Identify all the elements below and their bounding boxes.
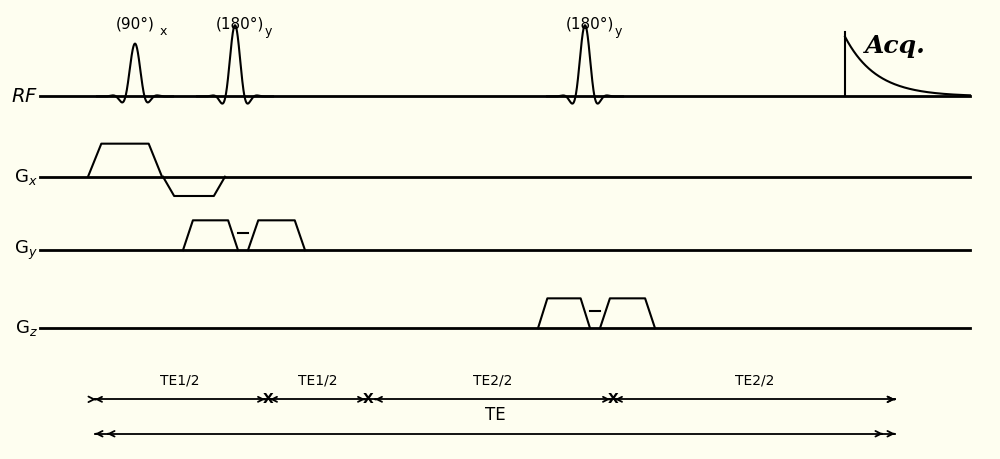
Text: G$_z$: G$_z$ xyxy=(15,318,38,338)
Text: TE1/2: TE1/2 xyxy=(298,374,337,388)
Text: y: y xyxy=(265,25,272,38)
Text: X: X xyxy=(608,392,618,406)
Text: TE: TE xyxy=(485,406,505,424)
Text: TE2/2: TE2/2 xyxy=(473,374,512,388)
Text: G$_y$: G$_y$ xyxy=(14,239,38,262)
Text: (180°): (180°) xyxy=(216,16,264,31)
Text: X: X xyxy=(363,392,373,406)
Text: (90°): (90°) xyxy=(116,16,154,31)
Text: x: x xyxy=(160,25,167,38)
Text: $\mathit{RF}$: $\mathit{RF}$ xyxy=(11,87,38,106)
Text: Acq.: Acq. xyxy=(865,34,926,58)
Text: y: y xyxy=(615,25,622,38)
Text: TE2/2: TE2/2 xyxy=(735,374,775,388)
Text: (180°): (180°) xyxy=(566,16,614,31)
Text: TE1/2: TE1/2 xyxy=(160,374,200,388)
Text: X: X xyxy=(263,392,273,406)
Text: G$_x$: G$_x$ xyxy=(14,167,38,187)
